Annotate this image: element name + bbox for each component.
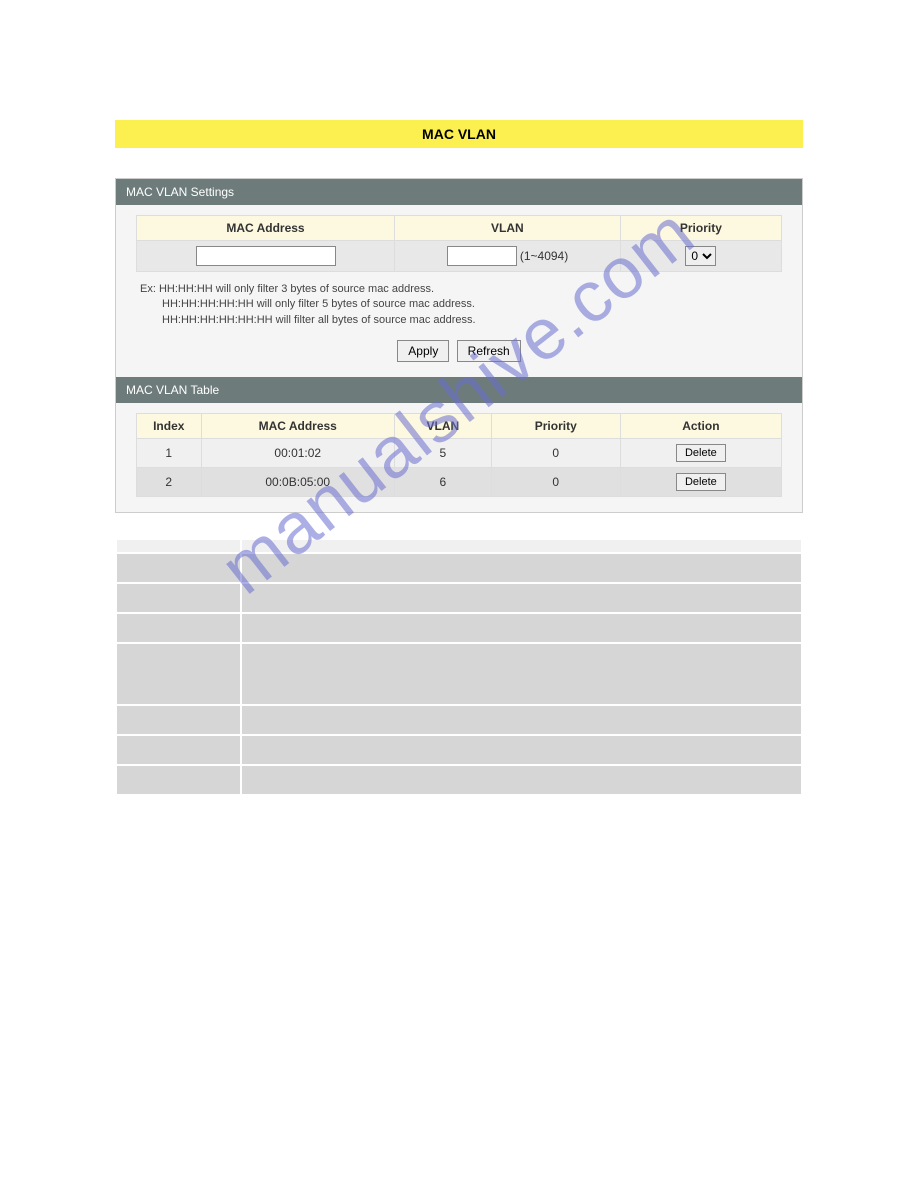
param-desc [242, 644, 801, 704]
settings-col-priority: Priority [620, 216, 781, 241]
cell-priority: 0 [491, 468, 620, 497]
settings-input-table: MAC Address VLAN Priority (1~4094) [136, 215, 782, 272]
settings-col-vlan: VLAN [395, 216, 621, 241]
param-desc [242, 554, 801, 582]
settings-col-mac: MAC Address [137, 216, 395, 241]
cell-mac: 00:0B:05:00 [201, 468, 395, 497]
hint-line-2: HH:HH:HH:HH:HH will only filter 5 bytes … [140, 298, 475, 310]
param-desc [242, 614, 801, 642]
parameter-description-section [115, 538, 803, 796]
cell-index: 1 [137, 439, 202, 468]
param-label [117, 644, 240, 704]
table-section-header: MAC VLAN Table [116, 377, 802, 403]
settings-section-header: MAC VLAN Settings [116, 179, 802, 205]
table-col-vlan: VLAN [395, 414, 492, 439]
param-desc [242, 584, 801, 612]
hint-text-block: Ex: HH:HH:HH will only filter 3 bytes of… [136, 282, 782, 328]
mac-vlan-data-table: Index MAC Address VLAN Priority Action 1… [136, 413, 782, 497]
mac-vlan-settings-panel: MAC VLAN Settings MAC Address VLAN Prior… [115, 178, 803, 513]
table-col-action: Action [620, 414, 781, 439]
parameter-table [115, 538, 803, 796]
table-row: 1 00:01:02 5 0 Delete [137, 439, 782, 468]
refresh-button[interactable]: Refresh [457, 340, 521, 362]
cell-priority: 0 [491, 439, 620, 468]
table-col-mac: MAC Address [201, 414, 395, 439]
delete-button[interactable]: Delete [676, 444, 726, 462]
mac-address-input[interactable] [196, 246, 336, 266]
cell-mac: 00:01:02 [201, 439, 395, 468]
cell-vlan: 5 [395, 439, 492, 468]
table-col-index: Index [137, 414, 202, 439]
cell-vlan: 6 [395, 468, 492, 497]
param-label [117, 706, 240, 734]
param-desc [242, 706, 801, 734]
cell-index: 2 [137, 468, 202, 497]
vlan-range-hint: (1~4094) [520, 249, 568, 263]
delete-button[interactable]: Delete [676, 473, 726, 491]
priority-select[interactable]: 0 [685, 246, 716, 266]
param-label [117, 584, 240, 612]
param-desc [242, 736, 801, 764]
param-desc [242, 766, 801, 794]
param-header-right [242, 540, 801, 552]
vlan-input[interactable] [447, 246, 517, 266]
param-label [117, 554, 240, 582]
hint-line-3: HH:HH:HH:HH:HH:HH will filter all bytes … [140, 314, 476, 326]
table-col-priority: Priority [491, 414, 620, 439]
param-label [117, 766, 240, 794]
table-row: 2 00:0B:05:00 6 0 Delete [137, 468, 782, 497]
param-label [117, 614, 240, 642]
page-title-banner: MAC VLAN [115, 120, 803, 148]
hint-line-1: HH:HH:HH will only filter 3 bytes of sou… [159, 283, 434, 295]
hint-prefix: Ex: [140, 283, 156, 295]
apply-button[interactable]: Apply [397, 340, 449, 362]
param-header-left [117, 540, 240, 552]
param-label [117, 736, 240, 764]
